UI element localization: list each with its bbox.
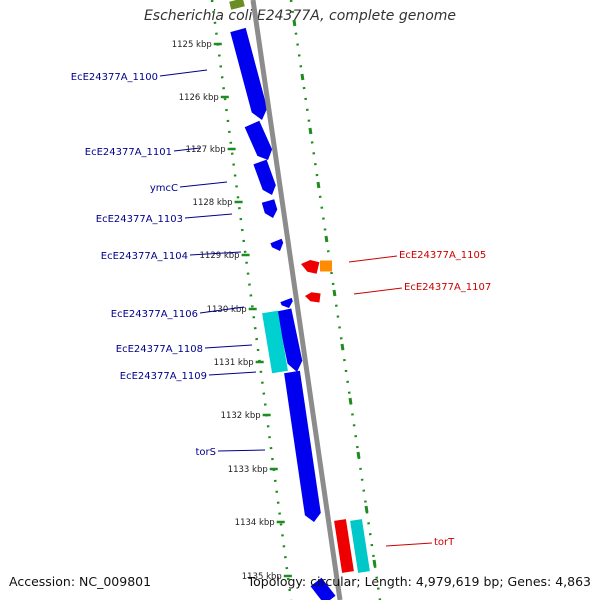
- feature-green-top: [229, 0, 245, 10]
- feature-label-left: ymcC: [150, 183, 178, 194]
- feature-label-right: EcE24377A_1107: [404, 282, 491, 293]
- feature-label-left: EcE24377A_1104: [101, 251, 188, 262]
- feature-label-right: torT: [434, 537, 455, 548]
- ruler-dash: [356, 451, 361, 459]
- gene-ecE24377a-1103: [261, 199, 278, 218]
- leader-line: [184, 213, 233, 219]
- scale-ticks: 1125 kbp 1126 kbp 1127 kbp 1128 kbp 1129 kbp…: [172, 40, 292, 582]
- gene-forward-bottom: [310, 577, 336, 600]
- gene-ymcc: [253, 159, 276, 195]
- tick-label: 1134 kbp: [235, 518, 275, 528]
- ruler-dash: [324, 235, 329, 243]
- tick-label: 1132 kbp: [221, 411, 261, 421]
- ruler-dash: [364, 505, 369, 513]
- map-title: Escherichia coli E24377A, complete genom…: [143, 8, 457, 24]
- ruler-dash: [372, 559, 377, 567]
- ruler-dash: [332, 289, 337, 297]
- gene-tort: [334, 519, 354, 573]
- feature-label-left: EcE24377A_1103: [96, 214, 183, 225]
- feature-label-left: EcE24377A_1101: [85, 147, 172, 158]
- gene-ecE24377a-1100: [230, 27, 268, 120]
- leader-line: [217, 449, 266, 452]
- gene-ecE24377a-1105: [301, 260, 320, 274]
- ruler-dotted-lines: [210, 0, 382, 600]
- tick-label: 1130 kbp: [207, 305, 247, 315]
- gene-ecE24377a-1104: [270, 238, 284, 251]
- leader-line: [204, 344, 253, 349]
- accession-text: Accession: NC_009801: [9, 574, 152, 589]
- tick-label: 1126 kbp: [179, 93, 219, 103]
- ruler-dash: [316, 181, 321, 189]
- gene-ecE24377a-1108: [276, 308, 303, 372]
- feature-label-left: EcE24377A_1106: [111, 309, 198, 320]
- ruler-line-inner: [210, 0, 293, 600]
- leader-line: [159, 69, 208, 77]
- leader-line: [179, 181, 228, 188]
- gene-ecE24377a-1101: [244, 120, 273, 160]
- rna-ecE24377a-1109: [262, 310, 288, 374]
- tick-label: 1125 kbp: [172, 40, 212, 50]
- genome-backbone: [250, 0, 343, 600]
- leader-line: [353, 287, 403, 295]
- leader-line: [208, 371, 257, 376]
- feature-label-left: EcE24377A_1100: [71, 72, 158, 83]
- ruler-dash: [300, 73, 305, 81]
- rna-reverse-bottom: [350, 519, 370, 573]
- feature-label-left: EcE24377A_1108: [116, 344, 203, 355]
- ruler-dash: [340, 343, 345, 351]
- ruler-dash: [292, 19, 297, 27]
- feature-labels: EcE24377A_1100 EcE24377A_1101 ymcC EcE24377…: [71, 69, 491, 548]
- leader-line: [173, 147, 201, 152]
- gene-ecE24377a-1106: [280, 297, 293, 308]
- tick-label: 1135 kbp: [242, 572, 282, 582]
- leader-line: [189, 251, 242, 256]
- feature-label-left: EcE24377A_1109: [120, 371, 207, 382]
- feature-label-right: EcE24377A_1105: [399, 250, 486, 261]
- misc-feature-orange: [320, 260, 332, 272]
- leader-line: [348, 255, 398, 263]
- ruler-dash: [308, 127, 313, 135]
- feature-label-left: torS: [196, 447, 217, 458]
- tick-label: 1133 kbp: [228, 465, 268, 475]
- tick-label: 1127 kbp: [186, 145, 226, 155]
- genome-summary-text: Topology: circular; Length: 4,979,619 bp…: [247, 574, 591, 589]
- tick-label: 1131 kbp: [214, 358, 254, 368]
- features: [229, 0, 370, 600]
- tick-label: 1129 kbp: [200, 251, 240, 261]
- leader-line: [385, 542, 433, 547]
- tick-label: 1128 kbp: [193, 198, 233, 208]
- gene-ecE24377a-1107: [305, 292, 321, 303]
- gene-tors: [284, 370, 321, 522]
- ruler-dash: [348, 397, 353, 405]
- leader-line: [199, 306, 245, 314]
